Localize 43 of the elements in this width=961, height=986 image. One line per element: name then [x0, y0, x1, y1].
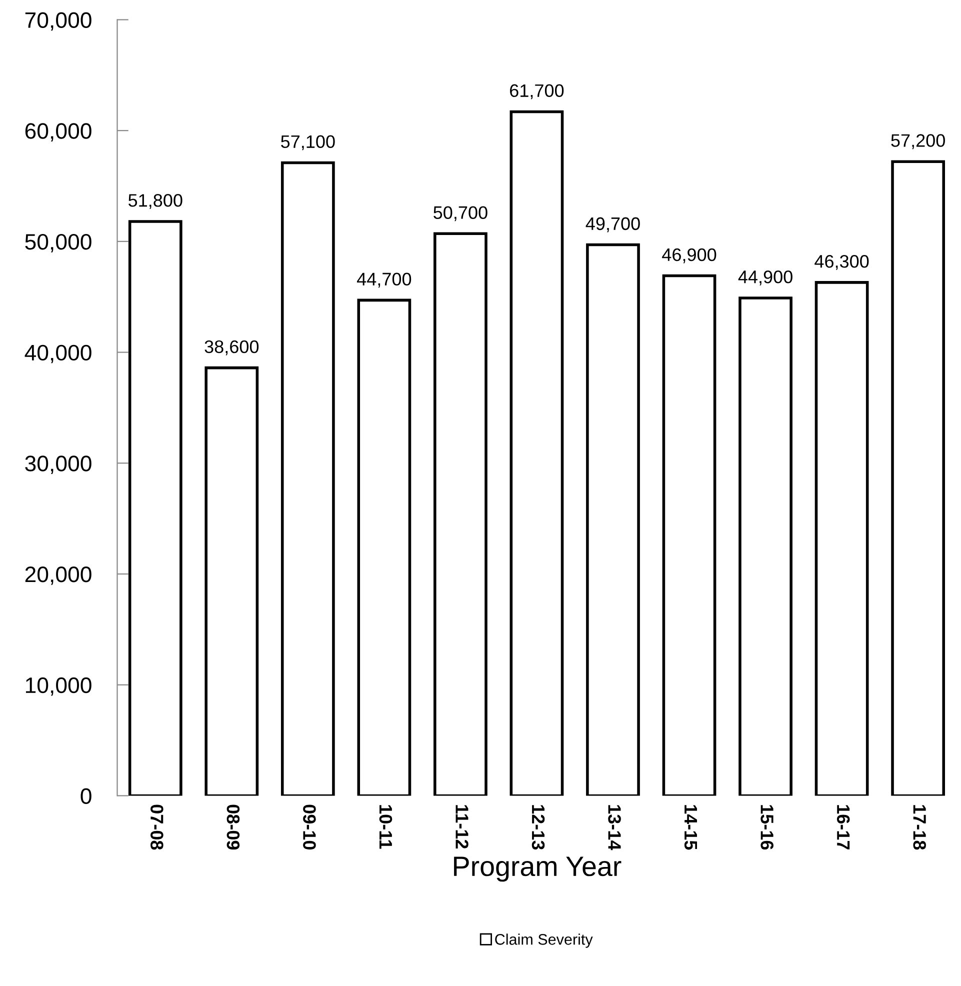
- bar: [814, 281, 869, 796]
- y-tick-label: 40,000: [24, 344, 92, 364]
- bar: [891, 160, 945, 796]
- x-tick-label: 12-13: [532, 805, 545, 850]
- data-label: 46,900: [662, 248, 716, 264]
- data-label: 46,300: [814, 254, 869, 270]
- x-axis-title: Program Year: [454, 856, 622, 882]
- data-label: 50,700: [434, 206, 488, 222]
- x-tick-label: 16-17: [836, 805, 850, 850]
- data-label: 51,800: [128, 194, 182, 209]
- data-label: 44,700: [356, 272, 412, 288]
- data-label: 61,700: [510, 84, 564, 100]
- x-tick-label: 15-16: [760, 805, 774, 850]
- bar: [280, 161, 335, 796]
- bar: [662, 274, 716, 796]
- data-label: 38,600: [204, 340, 259, 356]
- x-tick-label: 17-18: [913, 805, 926, 850]
- legend-label: Claim Severity: [495, 934, 593, 948]
- bar: [357, 298, 412, 796]
- data-label: 44,900: [738, 270, 792, 286]
- bar: [510, 110, 564, 796]
- bar: [128, 220, 182, 796]
- y-tick-label: 0: [80, 788, 92, 804]
- x-tick-label: 10-11: [379, 805, 392, 849]
- y-tick-label: 30,000: [25, 456, 92, 474]
- y-tick-label: 10,000: [26, 677, 92, 696]
- y-tick-label: 50,000: [25, 234, 92, 252]
- y-tick-label: 20,000: [25, 566, 92, 585]
- bar: [434, 232, 488, 796]
- x-tick-label: 08-09: [226, 804, 240, 850]
- x-tick-label: 14-15: [684, 805, 698, 850]
- data-label: 57,200: [891, 134, 945, 150]
- x-tick-label: 07-08: [150, 804, 164, 850]
- data-label: 57,100: [281, 135, 335, 150]
- y-tick-label: 70,000: [25, 12, 92, 31]
- bar: [204, 366, 259, 796]
- x-tick-label: 11-12: [456, 805, 468, 848]
- x-tick-label: 13-14: [608, 805, 621, 850]
- bar: [586, 243, 640, 796]
- x-tick-label: 09-10: [303, 804, 316, 850]
- y-tick-label: 60,000: [25, 123, 92, 142]
- bar: [738, 296, 792, 796]
- data-label: 49,700: [586, 217, 640, 232]
